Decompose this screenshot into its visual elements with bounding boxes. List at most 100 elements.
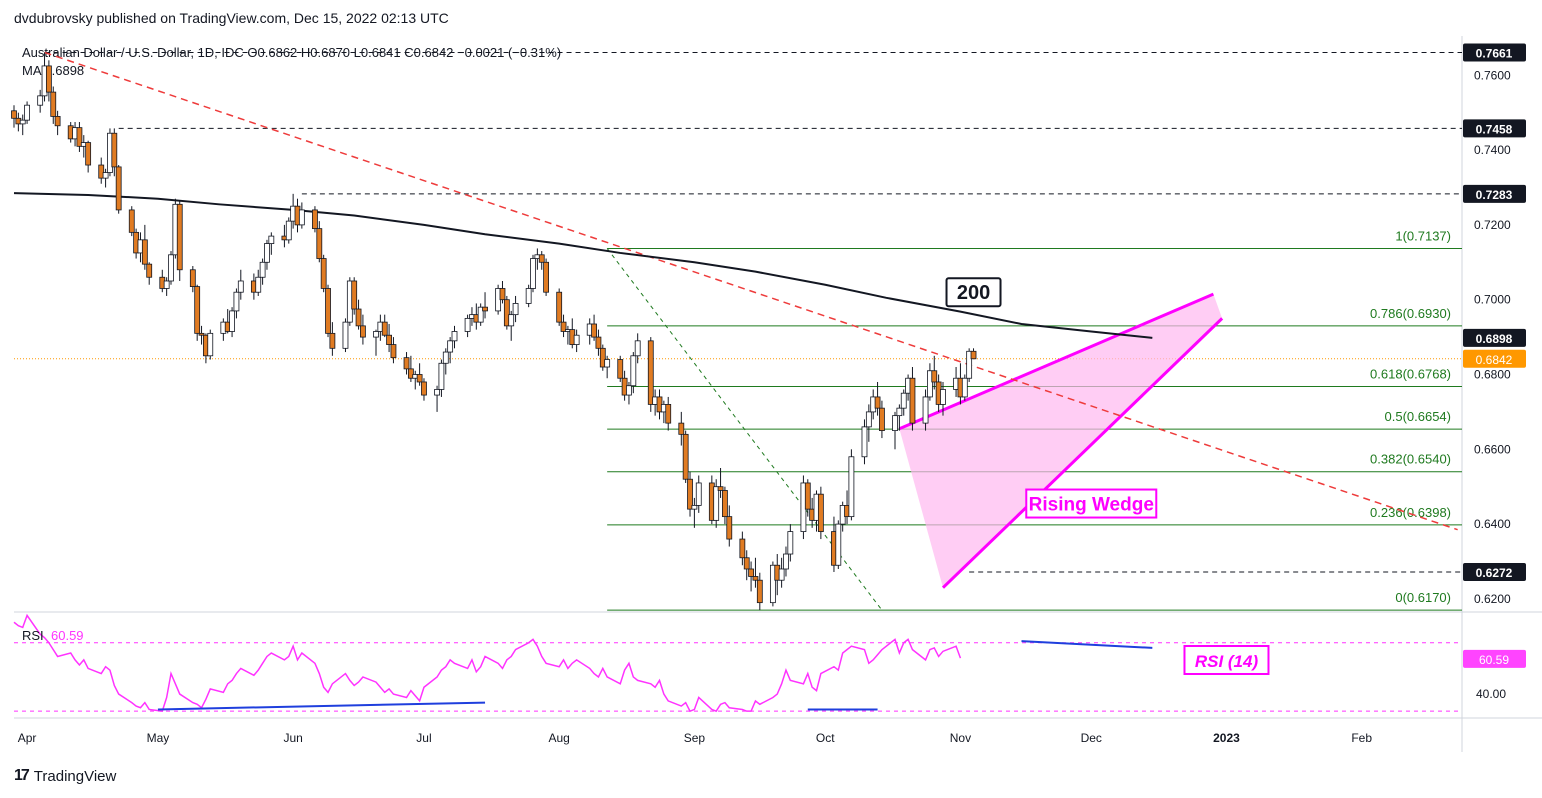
candle-body (360, 325, 366, 338)
candle (54, 110, 61, 136)
candle-body (966, 350, 973, 379)
candle-body (861, 426, 868, 458)
x-tick-label: Apr (18, 731, 37, 745)
candle-body (233, 291, 240, 312)
candle-body (617, 359, 624, 379)
candle-body (464, 317, 471, 332)
candle-body (970, 350, 977, 360)
candle (940, 381, 946, 416)
candle-body (769, 564, 776, 604)
candle (447, 337, 454, 364)
candle-body (665, 404, 672, 424)
candle-body (604, 359, 611, 368)
candle (630, 352, 637, 394)
candle-body (525, 288, 532, 304)
candle-body (381, 321, 388, 336)
candle-body (909, 377, 916, 424)
candle (617, 355, 624, 382)
candle (176, 200, 183, 281)
candle (778, 557, 785, 588)
candle (691, 497, 698, 528)
candle-body (168, 254, 174, 282)
last-price-badge (1463, 349, 1526, 368)
publisher-line: dvdubrovsky published on TradingView.com… (14, 10, 449, 26)
y-tick-label: 0.7400 (1474, 143, 1511, 157)
candle (141, 224, 148, 270)
wedge-lower-line (941, 317, 1224, 589)
candle-body (298, 209, 305, 226)
candle-body (50, 91, 57, 117)
fib-level-label: 0.786(0.6930) (1370, 306, 1451, 321)
candle-body (351, 280, 358, 310)
candle (512, 295, 519, 323)
candle (477, 303, 484, 326)
level-price-label: 0.7283 (1476, 188, 1513, 202)
candle (194, 284, 201, 341)
candle-body (817, 493, 824, 532)
candle-body (146, 263, 153, 278)
candle-body (722, 490, 728, 518)
candle-body (678, 422, 685, 435)
level-price-badge (1463, 43, 1526, 62)
candle (316, 221, 323, 263)
candle-body (189, 269, 196, 287)
candle-body (630, 355, 637, 387)
candle-body (407, 368, 414, 379)
candle (743, 550, 750, 581)
candle (682, 430, 689, 483)
y-tick-label: 0.7000 (1474, 293, 1511, 307)
candle (717, 468, 724, 498)
rsi-value-label: 60.59 (51, 628, 84, 643)
candle-body (115, 166, 122, 211)
y-tick-label: 0.6400 (1474, 517, 1511, 531)
candle (268, 232, 275, 255)
candle-body (438, 362, 445, 390)
candle (111, 128, 118, 177)
candle (787, 524, 794, 562)
x-tick-label: Jun (283, 731, 302, 745)
candle (530, 254, 536, 293)
moving-average-line (13, 192, 1153, 339)
candle-body (198, 332, 205, 336)
candle-body (874, 396, 881, 409)
fib-level-label: 0.236(0.6398) (1370, 505, 1451, 520)
candle (264, 239, 270, 270)
tradingview-logo[interactable]: 17 TradingView (14, 767, 116, 785)
candle (360, 314, 366, 345)
candle (416, 363, 423, 386)
candle (739, 531, 746, 566)
candle-body (503, 299, 510, 327)
candle-body (259, 261, 266, 278)
candle-body (896, 407, 903, 417)
candle (381, 314, 388, 338)
candle (198, 325, 205, 345)
candle (769, 561, 776, 607)
candle-body (756, 579, 763, 604)
tradingview-brand: TradingView (33, 767, 117, 785)
candle-body (451, 331, 458, 342)
candle-body (54, 116, 61, 127)
rsi-indicator-box (1183, 645, 1270, 675)
candle-body (37, 95, 44, 106)
fib-level-label: 0.618(0.6768) (1370, 366, 1451, 381)
candle (146, 262, 153, 285)
candle (900, 389, 907, 416)
level-price-label: 0.7458 (1476, 122, 1513, 136)
candle (37, 89, 44, 113)
candle (752, 557, 759, 588)
candle (713, 479, 720, 528)
candle-body (442, 351, 449, 364)
candle-body (595, 336, 602, 349)
candle (879, 400, 885, 439)
candle (451, 325, 458, 349)
candle (499, 280, 506, 304)
candle (342, 318, 349, 353)
candle (355, 299, 362, 330)
candle (285, 217, 292, 244)
wedge-upper-line (898, 292, 1214, 431)
candle (909, 367, 916, 431)
candle-body (176, 203, 183, 271)
candle-body (940, 389, 946, 405)
candle-body (482, 306, 488, 312)
